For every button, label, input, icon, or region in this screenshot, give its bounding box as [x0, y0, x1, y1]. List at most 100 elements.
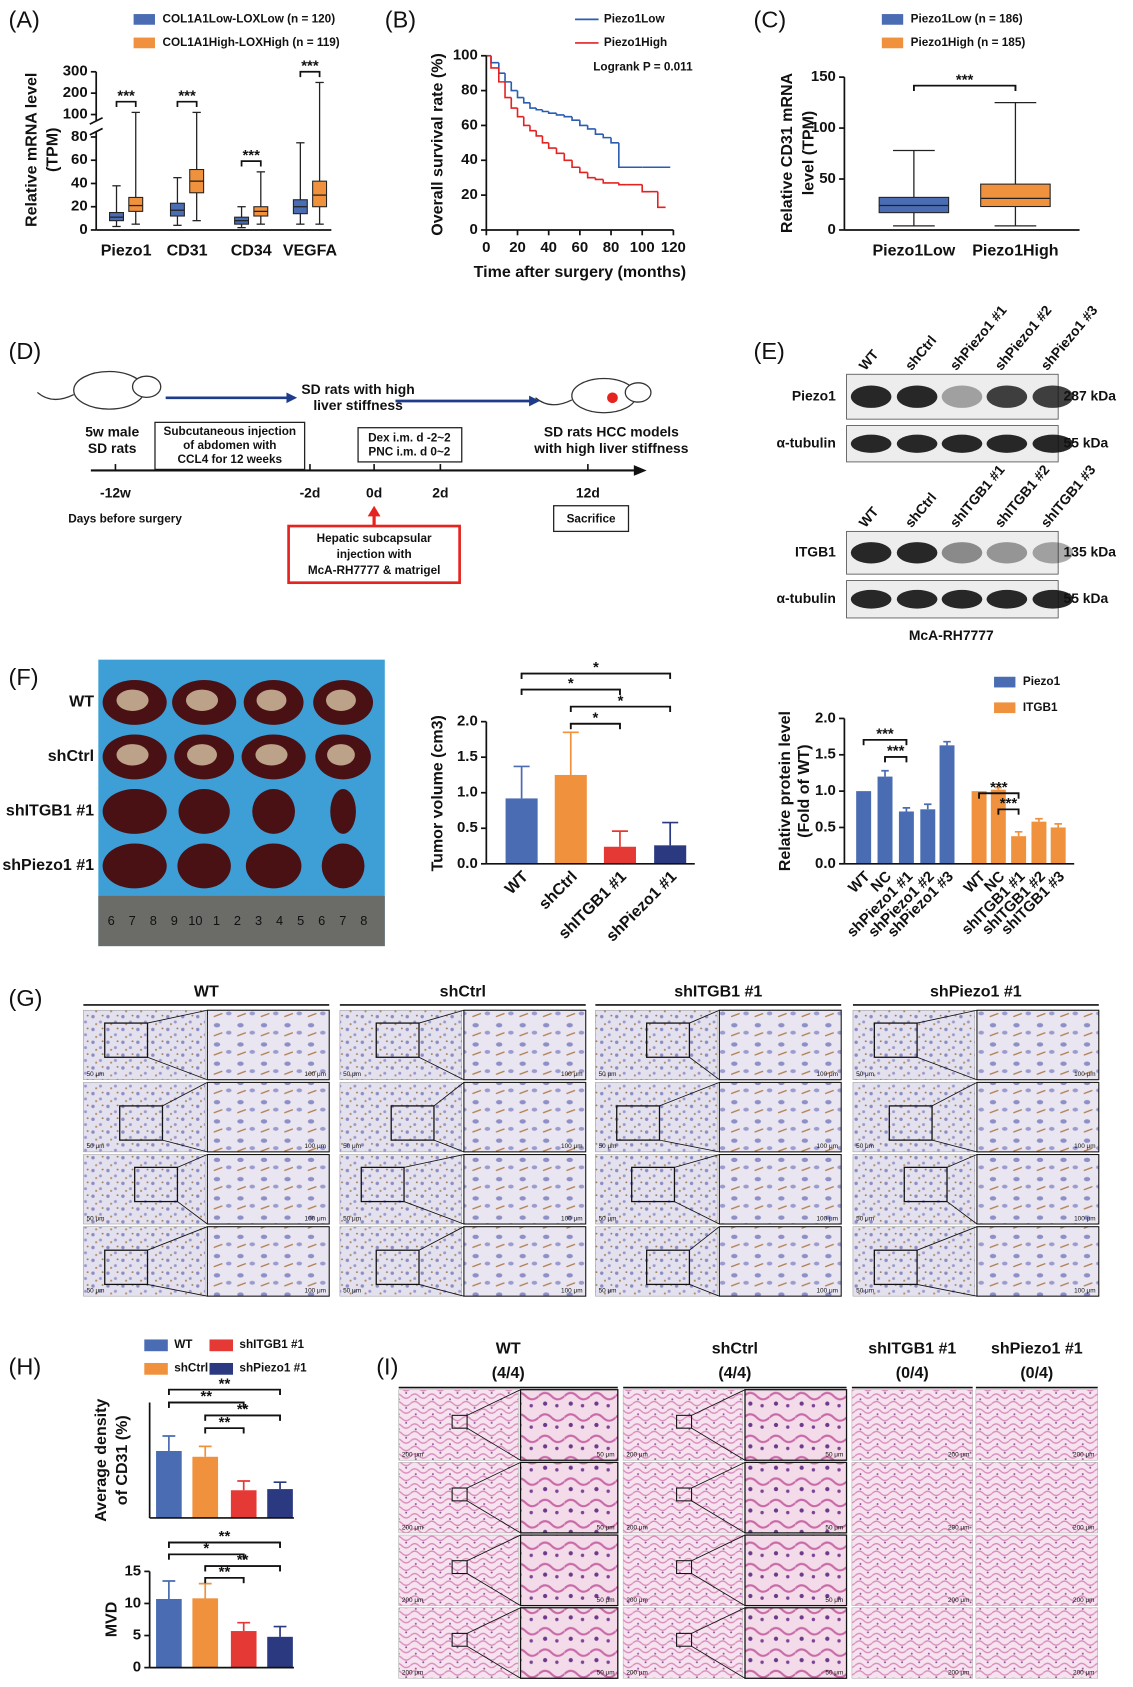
survival-step: [522, 97, 530, 104]
blot-label: ITGB1: [795, 543, 836, 559]
legend-swatch: [881, 37, 904, 49]
bar: [939, 745, 955, 864]
survival-step: [510, 81, 518, 92]
bar: [603, 846, 636, 864]
scale-label: 100 μm: [816, 1143, 838, 1150]
significance-bracket: [862, 738, 908, 746]
bar: [192, 1456, 219, 1518]
arrow-head: [286, 392, 298, 404]
significance-label: *: [203, 1540, 209, 1557]
lane-label: shCtrl: [901, 332, 939, 373]
legend-swatch: [994, 702, 1016, 714]
he-image: [622, 1534, 744, 1606]
blot-band: [1032, 542, 1074, 564]
he-image: [398, 1607, 519, 1679]
scale-label: 50 μm: [825, 1597, 843, 1604]
zoom-box: [390, 1105, 435, 1141]
scale-label: 50 μm: [599, 1071, 617, 1078]
blot-band: [986, 542, 1028, 564]
y-tick-label: 2.0: [457, 713, 478, 730]
scale-label: 200 μm: [626, 1670, 648, 1677]
panel-label: (E): [754, 338, 785, 364]
tumor: [177, 843, 231, 889]
survival-step: [579, 167, 588, 174]
y-tick-label: 300: [63, 63, 88, 80]
bar: [1031, 821, 1047, 864]
legend-swatch: [144, 1339, 168, 1352]
y-tick-label: 80: [461, 82, 478, 99]
bar: [877, 776, 893, 864]
y-tick-label: 1.0: [457, 784, 478, 801]
scale-label: 50 μm: [343, 1288, 361, 1295]
group-label: shCtrl: [440, 982, 486, 1000]
scale-label: 100 μm: [561, 1143, 583, 1150]
scale-label: 50 μm: [87, 1143, 105, 1150]
tumor-highlight: [255, 744, 288, 766]
y-tick-label: 100: [63, 105, 88, 122]
legend-swatch: [133, 37, 155, 49]
ruler-number: 2: [234, 913, 241, 928]
diagram-text: SD rats HCC models: [544, 424, 679, 440]
significance-bracket: [168, 1553, 245, 1560]
row-label: WT: [69, 693, 94, 711]
legend-swatch: [209, 1362, 234, 1375]
survival-step: [555, 113, 565, 116]
blot-band: [1032, 385, 1074, 408]
ihc-zoom: [206, 1226, 330, 1297]
tumor: [330, 788, 356, 834]
zoom-box: [451, 1632, 468, 1647]
group-ratio: (4/4): [718, 1364, 751, 1382]
ihc-image: [595, 1226, 718, 1297]
arrow-head: [633, 465, 647, 476]
ruler-number: 5: [297, 913, 304, 928]
y-axis-label: (TPM): [44, 128, 62, 172]
scale-label: 100 μm: [816, 1071, 838, 1078]
blot-band: [896, 385, 938, 408]
he-image: [851, 1462, 973, 1534]
y-axis-label: Average density: [92, 1399, 110, 1522]
ruler-number: 7: [339, 913, 346, 928]
ihc-zoom: [976, 1154, 1100, 1225]
blot-band: [850, 385, 892, 408]
tumor-highlight: [256, 689, 287, 711]
y-tick-label: 0.5: [815, 818, 836, 835]
significance-bracket: [168, 1388, 281, 1396]
blot-size: 135 kDa: [1064, 543, 1117, 559]
ihc-image: [852, 1154, 976, 1225]
bar: [267, 1489, 293, 1518]
scale-label: 100 μm: [1074, 1215, 1096, 1222]
diagram-text: liver stiffness: [313, 397, 403, 413]
scale-label: 50 μm: [599, 1143, 617, 1150]
x-tick-label: CD31: [167, 242, 208, 260]
zoom-lines: [162, 1082, 208, 1153]
survival-step: [555, 148, 565, 155]
panel-label: (A): [9, 7, 40, 33]
x-tick-label: Piezo1: [101, 242, 152, 260]
zoom-box: [903, 1166, 948, 1203]
y-tick-label: 5: [133, 1626, 141, 1643]
legend-label: Piezo1: [1023, 675, 1061, 688]
scale-label: 50 μm: [343, 1071, 361, 1078]
scale-label: 200 μm: [402, 1597, 424, 1604]
bar: [1011, 836, 1027, 864]
y-tick-label: 2.0: [815, 709, 836, 726]
y-axis-label: (Fold of WT): [795, 744, 813, 837]
significance-label: ***: [876, 725, 894, 742]
scale-label: 100 μm: [305, 1215, 327, 1222]
timeline-label: 12d: [576, 485, 600, 501]
significance-bracket: [204, 1427, 245, 1434]
tumor: [102, 788, 167, 834]
he-image: [622, 1389, 744, 1461]
zoom-lines: [147, 1226, 208, 1297]
mouse-head: [624, 382, 652, 403]
blot-band: [1032, 434, 1074, 453]
bar: [1050, 827, 1066, 864]
he-zoom: [519, 1389, 619, 1461]
bar: [192, 1598, 219, 1668]
significance-bracket: [569, 722, 621, 730]
zoom-lines: [689, 1226, 720, 1297]
ihc-zoom: [976, 1081, 1100, 1153]
error-bar: [1054, 822, 1062, 828]
y-axis-label: Tumor volume (cm3): [428, 715, 446, 871]
x-tick-label: 120: [661, 239, 686, 256]
